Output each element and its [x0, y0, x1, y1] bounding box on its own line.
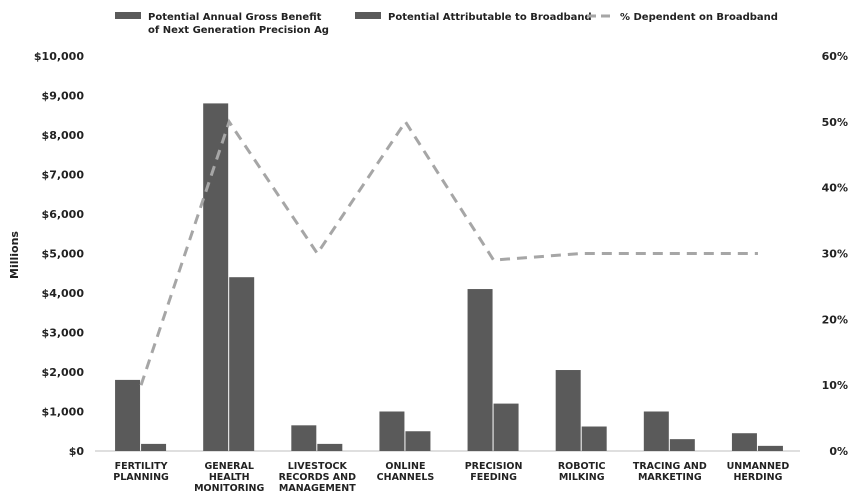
bar-broadband: [669, 439, 695, 451]
category-label: FERTILITY PLANNING: [113, 461, 169, 483]
legend-label: % Dependent on Broadband: [620, 12, 778, 23]
category-label: LIVESTOCK RECORDS AND MANAGEMENT: [279, 461, 357, 494]
category-label: ROBOTIC MILKING: [558, 461, 606, 483]
y2-tick-label: 30%: [822, 248, 848, 261]
y-tick-label: $3,000: [42, 327, 85, 340]
y-tick-label: $2,000: [42, 366, 85, 379]
y2-tick-label: 0%: [829, 445, 848, 458]
y-tick-label: $5,000: [42, 248, 85, 261]
y-tick-label: $4,000: [42, 287, 85, 300]
y-tick-label: $9,000: [42, 90, 85, 103]
legend: Potential Annual Gross Benefit of Next Ge…: [115, 12, 778, 36]
bar-gross-benefit: [115, 379, 141, 451]
bar-broadband: [141, 443, 167, 451]
bars: [115, 103, 783, 452]
category-label: GENERAL HEALTH MONITORING: [194, 461, 264, 494]
category-labels: FERTILITY PLANNING GENERAL HEALTH MONITORING…: [113, 461, 789, 494]
y-axis-title: Millions: [8, 231, 21, 279]
bar-gross-benefit: [203, 103, 229, 452]
y2-tick-label: 40%: [822, 182, 848, 195]
bar-gross-benefit: [643, 411, 669, 451]
category-label: TRACING AND MARKETING: [633, 461, 707, 483]
y2-tick-label: 20%: [822, 313, 848, 326]
legend-label: Potential Annual Gross Benefit of Next Ge…: [148, 12, 329, 36]
bar-broadband: [317, 443, 343, 451]
y-tick-label: $7,000: [42, 169, 85, 182]
legend-label: Potential Attributable to Broadband: [388, 12, 592, 23]
y-tick-label: $8,000: [42, 129, 85, 142]
legend-swatch-bar: [355, 12, 381, 19]
y-tick-label: $1,000: [42, 406, 85, 419]
y-tick-label: $0: [69, 445, 85, 458]
bar-broadband: [229, 277, 255, 451]
category-label: UNMANNED HERDING: [727, 461, 790, 483]
legend-swatch-bar: [115, 12, 141, 19]
bar-broadband: [757, 445, 783, 451]
y2-tick-label: 60%: [822, 50, 848, 63]
y-tick-label: $6,000: [42, 208, 85, 221]
y2-tick-label: 50%: [822, 116, 848, 129]
y-tick-label: $10,000: [34, 50, 84, 63]
bar-broadband: [493, 403, 519, 451]
left-axis-ticks: $0 $1,000 $2,000 $3,000 $4,000 $5,000 $6,000 $7…: [34, 50, 84, 458]
line-pct-dependent: [139, 118, 758, 386]
category-label: ONLINE CHANNELS: [377, 461, 435, 483]
category-label: PRECISION FEEDING: [465, 461, 523, 483]
bar-broadband: [405, 431, 431, 451]
bar-broadband: [581, 426, 607, 451]
right-axis-ticks: 0% 10% 20% 30% 40% 50% 60%: [822, 50, 848, 458]
bar-gross-benefit: [291, 425, 317, 451]
bar-gross-benefit: [379, 411, 405, 451]
bar-gross-benefit: [555, 370, 581, 451]
bar-gross-benefit: [731, 433, 757, 451]
bar-gross-benefit: [467, 289, 493, 451]
y2-tick-label: 10%: [822, 379, 848, 392]
line-series: [139, 118, 758, 386]
